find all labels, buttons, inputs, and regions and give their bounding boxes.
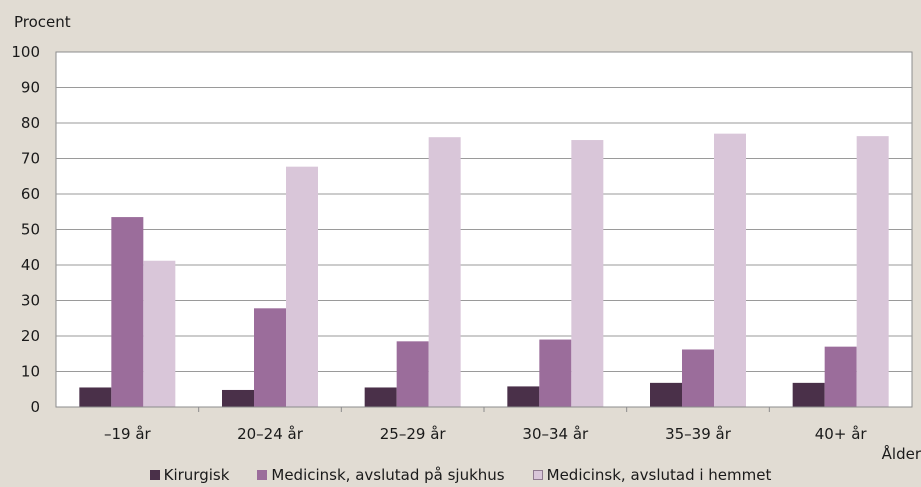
bars [79, 133, 889, 408]
bar [856, 136, 889, 407]
x-tick-label: –19 år [104, 425, 152, 443]
y-tick-label: 0 [30, 398, 40, 416]
bar [286, 166, 318, 407]
legend-item-medicinsk-sjukhus: Medicinsk, avslutad på sjukhus [257, 466, 505, 484]
bar [682, 349, 714, 407]
bar [571, 140, 604, 408]
bar [792, 382, 825, 407]
y-tick-label: 60 [21, 185, 40, 203]
bar [824, 346, 857, 407]
x-tick-label: 40+ år [815, 425, 868, 443]
bar [650, 382, 682, 407]
bar [539, 339, 572, 407]
x-tick-label: 30–34 år [522, 425, 589, 443]
bar [364, 387, 397, 407]
x-tick-label: 20–24 år [237, 425, 304, 443]
y-tick-label: 80 [21, 114, 40, 132]
x-axis-label: Ålder [882, 444, 921, 463]
x-tick-label: 25–29 år [380, 425, 447, 443]
bar [254, 308, 286, 407]
y-axis-ticks: 0 10 20 30 40 50 60 70 80 90 100 [11, 43, 40, 416]
legend-swatch [532, 470, 543, 480]
y-tick-label: 50 [21, 221, 40, 239]
legend-swatch [149, 470, 160, 480]
y-tick-label: 10 [21, 363, 40, 381]
legend-label: Medicinsk, avslutad på sjukhus [271, 466, 505, 484]
legend-item-kirurgisk: Kirurgisk [149, 466, 230, 484]
bar [111, 217, 144, 407]
legend-item-medicinsk-hemmet: Medicinsk, avslutad i hemmet [532, 466, 772, 484]
legend-label: Kirurgisk [163, 466, 230, 484]
y-axis-label: Procent [14, 13, 71, 31]
y-tick-label: 90 [21, 79, 40, 97]
legend-label: Medicinsk, avslutad i hemmet [546, 466, 772, 484]
bar [143, 260, 176, 407]
gridline-layer [56, 87, 912, 372]
bar [396, 341, 429, 407]
x-tick-label: 35–39 år [665, 425, 732, 443]
bar [714, 133, 746, 407]
y-tick-label: 20 [21, 327, 40, 345]
legend: Kirurgisk Medicinsk, avslutad på sjukhus… [0, 466, 921, 484]
x-axis-ticks: –19 år 20–24 år 25–29 år 30–34 år 35–39 år 40… [56, 406, 912, 443]
y-tick-label: 40 [21, 256, 40, 274]
bar [79, 387, 112, 407]
legend-swatch [257, 470, 268, 480]
bar [428, 137, 461, 407]
bar [222, 389, 254, 407]
y-tick-label: 30 [21, 292, 40, 310]
y-tick-label: 70 [21, 150, 40, 168]
bar [507, 386, 540, 407]
y-tick-label: 100 [11, 43, 40, 61]
